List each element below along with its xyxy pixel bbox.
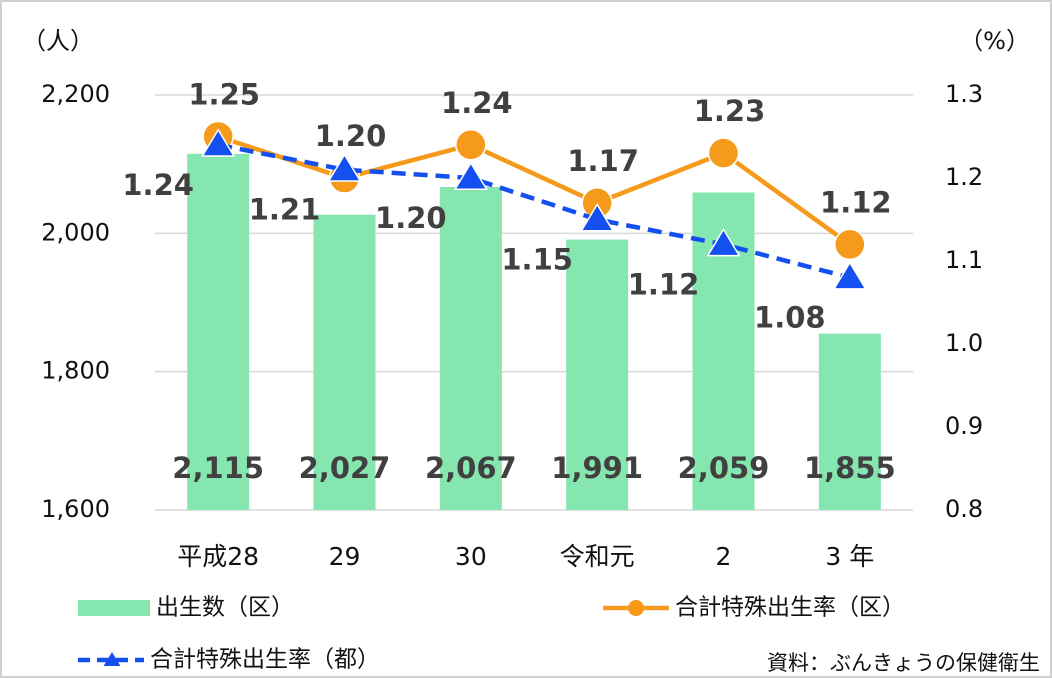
data-label: 1.23 — [694, 94, 766, 128]
line — [217, 134, 852, 247]
data-label: 2,115 — [172, 451, 264, 485]
source: 資料：ぶんきょうの保健衛生 — [767, 651, 1040, 675]
data-label: 1.21 — [249, 193, 321, 227]
data-label: 2,027 — [299, 451, 391, 485]
bar — [566, 239, 629, 510]
data-label: 1.17 — [567, 144, 639, 178]
y-tick-label: 1,800 — [41, 357, 110, 385]
y2-tick-label: 1.1 — [945, 246, 983, 274]
data-label: 1.25 — [188, 78, 260, 112]
y2-tick-label: 1.3 — [945, 80, 983, 108]
data-label: 1,991 — [551, 451, 643, 485]
data-label: 2,067 — [425, 451, 517, 485]
legend-swatch — [78, 600, 150, 616]
data-label: 2,059 — [678, 451, 770, 485]
legend-label: 出生数（区） — [156, 595, 294, 621]
y2-tick-label: 1.2 — [945, 163, 983, 191]
bar — [439, 186, 502, 510]
marker — [706, 227, 741, 257]
y-axis-unit: （人） — [22, 27, 94, 55]
x-tick-label: 30 — [455, 542, 487, 571]
marker — [580, 203, 615, 232]
marker — [453, 161, 488, 190]
data-label: 1.08 — [754, 301, 826, 335]
bar — [313, 214, 376, 511]
y2-tick-label: 0.8 — [945, 495, 983, 523]
y-tick-label: 1,600 — [41, 495, 110, 523]
x-tick-label: 3 年 — [825, 542, 874, 571]
line — [217, 142, 851, 280]
marker — [832, 261, 867, 290]
legend-label: 合計特殊出生率（都） — [150, 647, 380, 673]
x-tick-label: 29 — [329, 542, 361, 571]
data-label: 1,855 — [804, 451, 896, 485]
legend-label: 合計特殊出生率（区） — [675, 595, 905, 621]
x-tick-label: 2 — [716, 542, 732, 571]
x-tick-label: 令和元 — [560, 542, 635, 571]
y2-tick-label: 1.0 — [945, 329, 983, 357]
marker — [455, 129, 487, 161]
legend-marker — [103, 652, 121, 666]
data-label: 1.20 — [375, 201, 447, 235]
bar — [187, 153, 250, 510]
marker — [707, 137, 740, 169]
data-label: 1.20 — [315, 119, 387, 153]
bar — [818, 333, 881, 510]
data-label: 1.12 — [820, 185, 892, 219]
y2-tick-label: 0.9 — [945, 412, 983, 440]
marker — [834, 228, 866, 261]
data-label: 1.24 — [122, 168, 194, 202]
marker — [327, 153, 362, 182]
legend-marker — [628, 600, 644, 616]
data-label: 1.24 — [441, 86, 513, 120]
y-tick-label: 2,200 — [41, 80, 110, 108]
data-label: 1.12 — [628, 267, 700, 301]
data-label: 1.15 — [501, 243, 573, 277]
marker — [201, 128, 236, 157]
x-tick-label: 平成28 — [177, 542, 259, 571]
y2-axis-unit: （%） — [959, 27, 1030, 55]
y-tick-label: 2,000 — [41, 218, 110, 246]
